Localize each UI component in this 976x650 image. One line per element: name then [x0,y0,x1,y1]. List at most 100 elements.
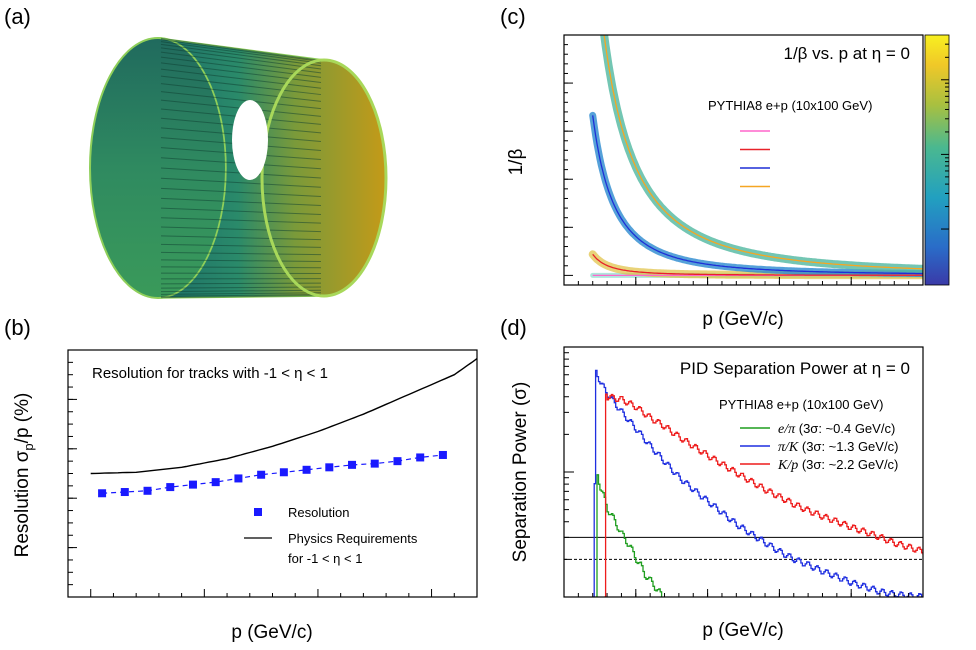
barrel-stave [160,39,322,62]
legend-threshold: (3σ: ~1.3 GeV/c) [798,439,898,454]
resolution-point [143,486,152,495]
curve-proton [603,35,923,270]
separation-curve-0 [595,474,663,597]
panel-label-c: (c) [500,4,526,29]
legend-threshold: (3σ: ~0.4 GeV/c) [795,421,895,436]
barrel-stave [160,295,322,299]
barrel-stave [160,251,322,256]
requirement-curve [90,358,478,475]
b-ticks [68,349,455,598]
resolution-point [279,468,288,477]
barrel-stave [160,41,322,64]
colorbar [924,34,950,286]
resolution-point [120,488,129,497]
d-ticks [563,346,924,598]
legend-label-series-1: π/K (3σ: ~1.3 GeV/c) [778,439,898,455]
barrel-stave [160,217,322,224]
resolution-fit-line [102,454,443,494]
barrel-stave [160,75,322,96]
legend-ratio: K/p [777,458,798,473]
legend-label-series-2: K/p (3σ: ~2.2 GeV/c) [777,457,898,473]
curve-pion [592,253,923,276]
barrel-stave [160,197,322,207]
d-legend: e/π (3σ: ~0.4 GeV/c) π/K (3σ: ~1.3 GeV/c)… [740,421,898,473]
detector-barrel-illustration [89,37,388,299]
resolution-point [98,489,107,498]
resolution-point [438,450,447,459]
ylabel-d: Separation Power (σ) [510,382,531,563]
resolution-point [211,478,220,487]
title-c: 1/β vs. p at η = 0 [784,44,911,63]
plot-bg-d [564,347,923,597]
curve-kaon [592,115,923,275]
legend-ratio: e/π [778,422,796,437]
chart-beta-vs-p: 1/β vs. p at η = 0 PYTHIA8 e+p (10x100 G… [506,34,950,330]
resolution-point [166,483,175,492]
d-lines [564,369,923,597]
barrel-staves [160,37,322,299]
resolution-point [416,453,425,462]
chart-separation-power: PID Separation Power at η = 0 PYTHIA8 e+… [510,346,924,641]
subtitle-c: PYTHIA8 e+p (10x100 GeV) [708,98,872,113]
panel-label-a: (a) [4,4,31,29]
legend-label-requirement-2: for -1 < η < 1 [288,551,362,566]
resolution-point [302,465,311,474]
barrel-stave [160,47,322,70]
subtitle-d: PYTHIA8 e+p (10x100 GeV) [719,397,883,412]
barrel-stave [160,289,322,293]
resolution-point [257,470,266,479]
c-curves [592,35,923,277]
barrel-back-rim [260,58,388,298]
barrel-stave [160,91,322,110]
barrel-stave [160,43,322,67]
chart-resolution: Resolution for tracks with -1 < η < 1 p … [12,349,478,643]
barrel-stave [160,62,322,84]
barrel-stave [160,68,322,89]
barrel-stave [160,294,322,297]
legend-label-series-0: e/π (3σ: ~0.4 GeV/c) [778,421,895,437]
panel-label-b: (b) [4,315,31,340]
xlabel-d: p (GeV/c) [702,620,783,641]
resolution-point [188,480,197,489]
barrel-stave [160,51,322,74]
b-series [90,358,478,498]
barrel-stave [160,83,322,102]
barrel-stave [160,207,322,215]
xlabel-b: p (GeV/c) [231,622,312,643]
xlabel-c: p (GeV/c) [702,309,783,330]
resolution-point [348,460,357,469]
separation-curve-1 [592,369,923,597]
ylabel-c: 1/β [506,149,527,176]
separation-curve-2 [604,393,923,597]
barrel-stave [160,226,322,233]
resolution-point [234,474,243,483]
legend-label-resolution: Resolution [288,505,349,520]
barrel-stave [160,266,322,269]
legend-label-requirement-1: Physics Requirements [288,531,418,546]
barrel-stave [160,187,322,197]
barrel-stave [160,243,322,248]
colorbar-ticks [941,43,949,230]
barrel-stave [160,259,322,262]
resolution-point [325,463,334,472]
barrel-front-rim [89,37,227,299]
legend-marker-resolution [254,508,262,516]
barrel-stave [160,292,322,295]
panel-label-d: (d) [500,315,527,340]
legend-ratio: π/K [778,440,799,455]
legend-threshold: (3σ: ~2.2 GeV/c) [798,457,898,472]
title-b: Resolution for tracks with -1 < η < 1 [92,365,328,382]
barrel-stave [160,177,322,188]
barrel-stave [160,286,322,289]
barrel-stave [160,235,322,241]
c-ticks [563,34,924,285]
barrel-bore [232,100,268,180]
resolution-point [393,457,402,466]
c-legend [740,130,770,188]
ylabel-b: Resolution σp/p (%) [12,393,36,558]
resolution-point [370,459,379,468]
barrel-stave [160,37,322,61]
title-d: PID Separation Power at η = 0 [680,359,910,378]
plot-bg-c [564,35,923,285]
